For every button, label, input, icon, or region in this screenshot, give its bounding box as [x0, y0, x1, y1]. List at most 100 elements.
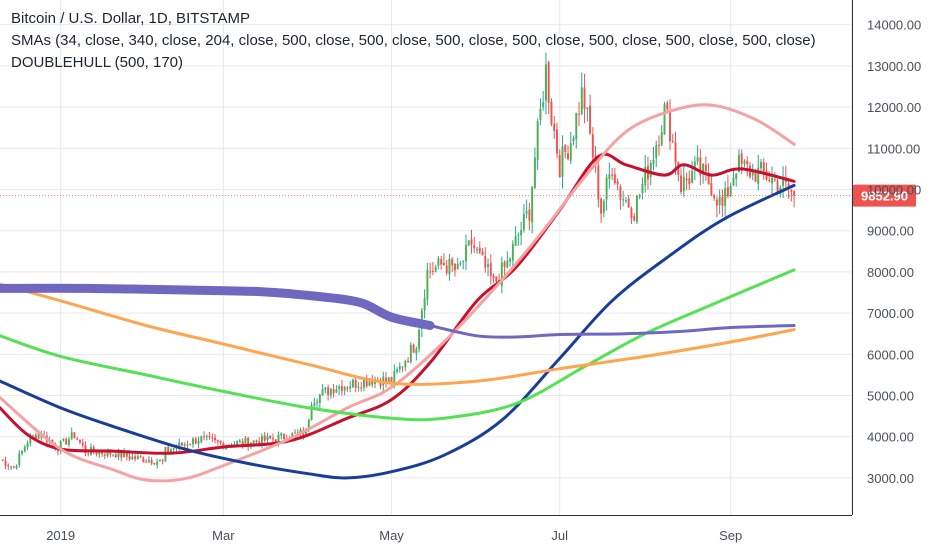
candle-body — [266, 436, 269, 441]
candle-body — [296, 432, 299, 434]
candle-down — [440, 255, 443, 270]
candle-body — [95, 451, 98, 455]
candle-up — [404, 359, 407, 371]
y-tick-label: 3000.00 — [867, 471, 914, 486]
candle-down — [484, 247, 487, 273]
candle-body — [746, 160, 749, 165]
candle-down — [365, 374, 368, 389]
candle-body — [387, 377, 390, 382]
candle-up — [156, 458, 159, 469]
candle-body — [145, 461, 148, 463]
candle-down — [12, 465, 15, 469]
last-price-line: 9852.90 — [0, 184, 916, 207]
candle-up — [586, 107, 589, 122]
candle-up — [426, 262, 429, 306]
candle-body — [492, 275, 495, 279]
candle-body — [252, 440, 255, 444]
candle-body — [669, 110, 671, 142]
candle-up — [18, 450, 21, 468]
candle-body — [517, 234, 520, 236]
candle-body — [503, 262, 506, 267]
candle-down — [153, 462, 156, 465]
candle-body — [437, 258, 440, 266]
candle-up — [522, 203, 525, 233]
chart-axes: 3000.00 4000.00 5000.00 6000.00 7000.00 8000.… — [0, 0, 921, 543]
candle-up — [456, 257, 459, 270]
candle-body — [396, 369, 399, 372]
candle-body — [371, 380, 374, 385]
series-sma-500-line — [0, 268, 796, 422]
candle-body — [365, 380, 368, 387]
candle-body — [768, 179, 771, 182]
candle-body — [147, 460, 150, 463]
candle-body — [729, 185, 732, 196]
candle-body — [131, 456, 134, 460]
candle-body — [67, 439, 70, 445]
candle-up — [23, 444, 26, 453]
candle-up — [200, 435, 203, 444]
candle-body — [721, 196, 724, 206]
candle-body — [362, 379, 365, 388]
candle-body — [1, 459, 4, 461]
candle-body — [704, 164, 707, 172]
candle-body — [78, 439, 81, 443]
candle-down — [470, 229, 473, 254]
candle-body — [605, 177, 608, 200]
candle-up — [313, 397, 316, 408]
candle-down — [503, 260, 506, 277]
sma-indicator-label[interactable]: SMAs (34, close, 340, close, 204, close,… — [11, 32, 816, 49]
candle-down — [616, 178, 619, 191]
series-doublehull-500-170-line — [428, 324, 796, 339]
candle-body — [87, 453, 90, 455]
x-tick-label: Sep — [719, 528, 742, 543]
candle-body — [608, 174, 611, 179]
candle-up — [324, 386, 327, 394]
candle-body — [346, 387, 349, 389]
candle-body — [109, 451, 112, 455]
last-price-tag: 9852.90 — [853, 184, 916, 207]
candle-body — [255, 440, 258, 442]
x-tick-label: Jul — [551, 528, 568, 543]
candle-body — [349, 386, 352, 389]
candle-body — [456, 263, 459, 270]
candle-body — [671, 141, 674, 143]
candle-up — [172, 447, 175, 453]
candle-up — [509, 257, 512, 267]
candle-body — [760, 161, 762, 169]
candle-body — [525, 211, 528, 214]
candle-body — [462, 261, 465, 263]
symbol-title[interactable]: Bitcoin / U.S. Dollar, 1D, BITSTAMP — [11, 10, 250, 27]
candle-down — [263, 431, 266, 443]
candle-up — [338, 384, 341, 396]
candle-body — [442, 263, 445, 266]
candle-down — [65, 437, 68, 445]
candle-body — [564, 145, 567, 153]
candle-body — [583, 87, 586, 109]
candle-up — [459, 261, 462, 267]
candle-down — [558, 149, 561, 178]
candle-up — [622, 190, 625, 207]
candle-body — [597, 165, 600, 200]
candle-body — [277, 434, 280, 443]
candle-up — [409, 342, 412, 364]
doublehull-indicator-label[interactable]: DOUBLEHULL (500, 170) — [11, 54, 184, 71]
candle-down — [219, 440, 222, 446]
candle-body — [51, 439, 54, 444]
candle-down — [142, 456, 145, 463]
candle-up — [147, 456, 150, 464]
candle-up — [644, 154, 647, 193]
candle-body — [194, 438, 197, 444]
candle-down — [726, 175, 729, 199]
candle-down — [613, 167, 616, 185]
candle-up — [536, 118, 539, 170]
candle-body — [635, 196, 638, 222]
candle-down — [790, 189, 793, 202]
candle-body — [520, 229, 523, 236]
candle-down — [768, 170, 771, 183]
candle-down — [134, 453, 137, 462]
candle-down — [597, 155, 600, 208]
candle-up — [511, 240, 514, 268]
chart-legend[interactable]: Bitcoin / U.S. Dollar, 1D, BITSTAMP SMAs… — [11, 8, 816, 74]
